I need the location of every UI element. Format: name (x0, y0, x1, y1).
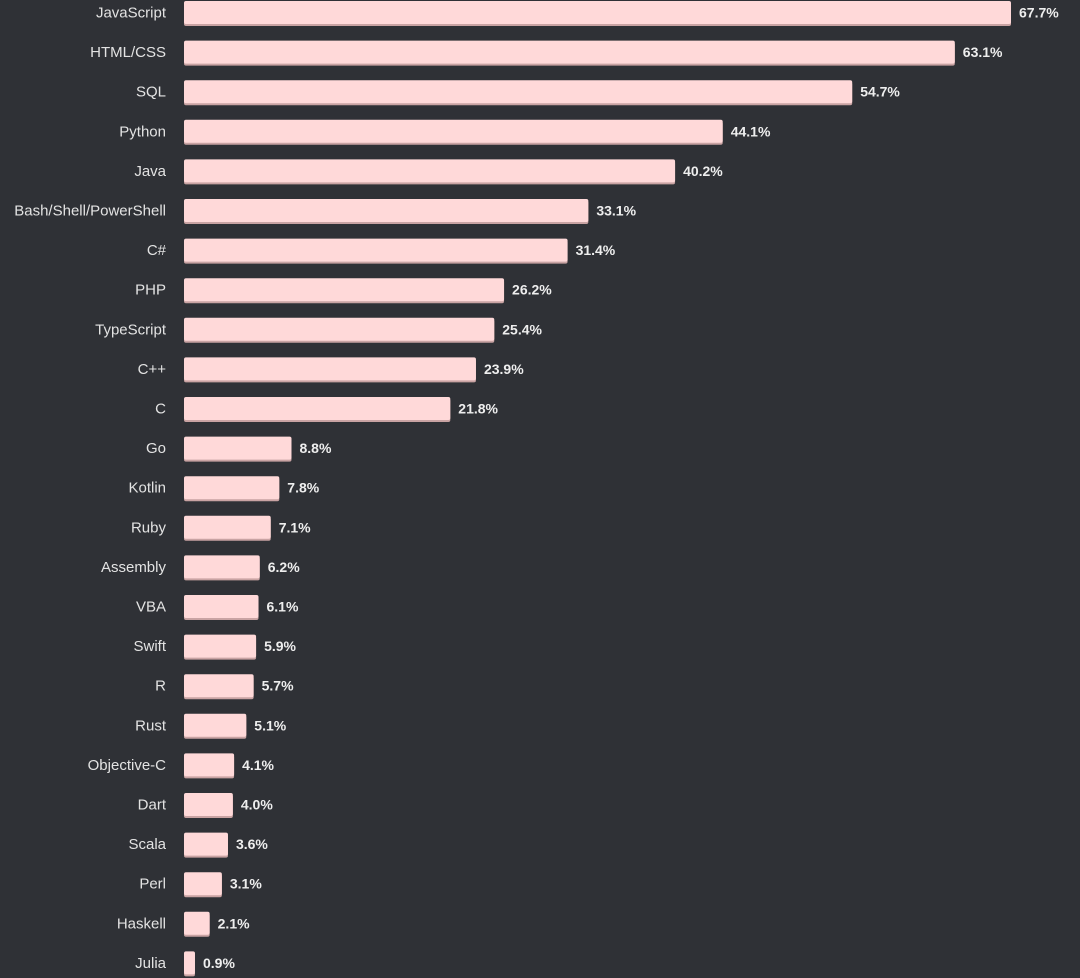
value-label: 21.8% (458, 401, 498, 417)
value-label: 23.9% (484, 361, 524, 377)
bar (184, 832, 228, 856)
value-label: 5.1% (254, 717, 286, 733)
category-label: VBA (136, 599, 166, 616)
category-label: Rust (135, 717, 167, 734)
bar (184, 357, 476, 381)
category-label: Dart (138, 797, 167, 814)
bar (184, 1, 1011, 24)
category-label: Perl (139, 876, 166, 893)
value-label: 0.9% (203, 955, 235, 971)
value-label: 8.8% (299, 440, 331, 456)
category-label: Go (146, 440, 166, 457)
category-label: C# (147, 242, 167, 259)
value-label: 4.0% (241, 797, 273, 813)
bar (184, 753, 235, 777)
category-label: Python (119, 123, 166, 140)
value-label: 31.4% (576, 242, 616, 258)
bar (184, 951, 195, 975)
bar (184, 119, 723, 143)
category-label: Objective-C (88, 757, 167, 774)
bar (184, 911, 210, 935)
value-label: 7.1% (279, 519, 311, 535)
bar (184, 317, 495, 341)
value-label: 2.1% (218, 915, 250, 931)
bar (184, 793, 233, 816)
bar (184, 555, 260, 579)
value-label: 5.7% (262, 678, 294, 694)
category-label: C (155, 401, 166, 418)
bar (184, 634, 257, 658)
bar (184, 238, 568, 262)
bar (184, 397, 451, 420)
value-label: 40.2% (683, 163, 723, 179)
bar (184, 278, 505, 302)
category-label: SQL (136, 84, 166, 101)
value-label: 25.4% (502, 321, 542, 337)
category-label: PHP (135, 282, 166, 299)
value-label: 44.1% (731, 123, 771, 139)
bar (184, 515, 271, 539)
bar (184, 199, 589, 222)
category-label: Assembly (101, 559, 167, 576)
bar (184, 40, 955, 64)
value-label: 7.8% (287, 480, 319, 496)
bar (184, 872, 222, 896)
category-label: R (155, 678, 166, 695)
bar (184, 159, 676, 183)
category-label: Ruby (131, 519, 167, 536)
value-label: 6.1% (267, 599, 299, 615)
value-label: 4.1% (242, 757, 274, 773)
category-label: TypeScript (95, 321, 167, 338)
value-label: 63.1% (963, 44, 1003, 60)
bar (184, 476, 280, 500)
value-label: 5.9% (264, 638, 296, 654)
bar (184, 80, 853, 104)
bar (184, 436, 292, 460)
value-label: 33.1% (596, 203, 636, 219)
category-label: Julia (135, 955, 167, 972)
bar (184, 595, 259, 618)
bars-layer: JavaScript 67.7% HTML/CSS 63.1% SQL 54.7% Pyth… (14, 1, 1059, 977)
bar (184, 713, 247, 737)
category-label: JavaScript (96, 5, 167, 22)
value-label: 67.7% (1019, 5, 1059, 21)
category-label: Java (134, 163, 166, 180)
category-label: Kotlin (128, 480, 166, 497)
category-label: Scala (128, 836, 166, 853)
bar (184, 674, 254, 698)
value-label: 6.2% (268, 559, 300, 575)
value-label: 3.1% (230, 876, 262, 892)
value-label: 3.6% (236, 836, 268, 852)
category-label: HTML/CSS (90, 44, 166, 61)
value-label: 26.2% (512, 282, 552, 298)
category-label: Swift (133, 638, 166, 655)
value-label: 54.7% (860, 84, 900, 100)
category-label: Bash/Shell/PowerShell (14, 203, 166, 220)
category-label: C++ (138, 361, 167, 378)
category-label: Haskell (117, 915, 166, 932)
